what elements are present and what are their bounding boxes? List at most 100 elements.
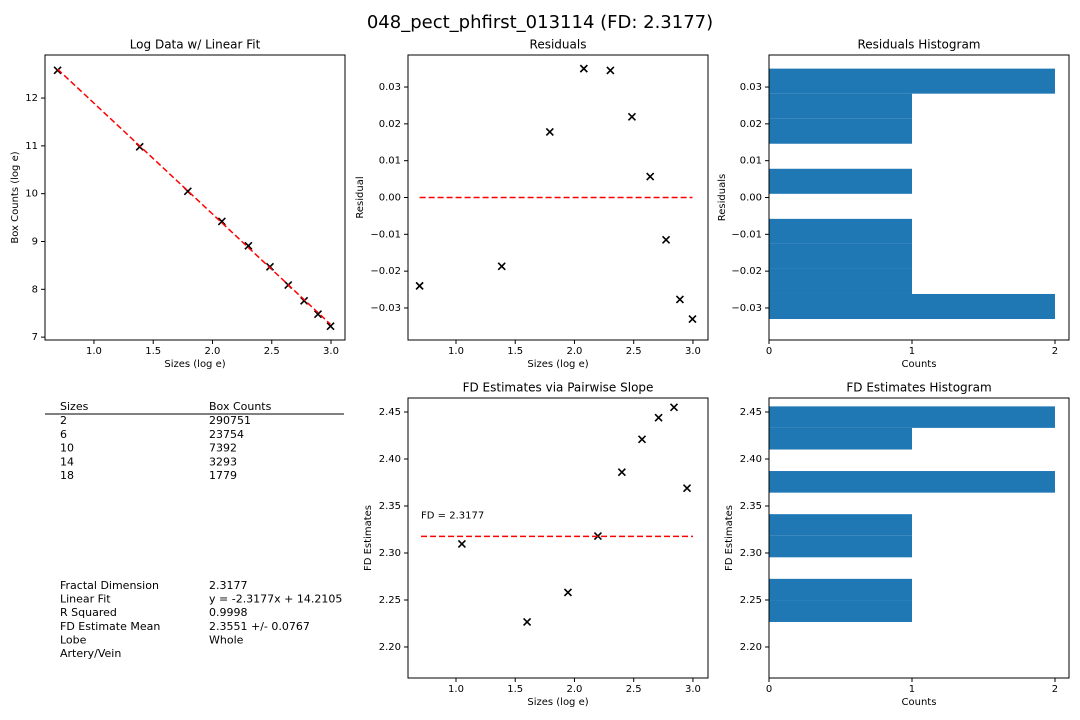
y-tick-label: 0.01 — [740, 156, 762, 167]
x-tick-label: 1.5 — [145, 346, 161, 357]
data-point — [244, 241, 253, 250]
histogram-bar — [769, 118, 912, 144]
y-tick-label: 2.45 — [740, 407, 762, 418]
x-tick-label: 3.0 — [685, 684, 701, 695]
data-point — [606, 66, 615, 75]
histogram-bar — [769, 471, 1055, 493]
histogram-bar — [769, 168, 912, 194]
y-tick-label: 0.03 — [740, 82, 762, 93]
data-point — [415, 281, 424, 290]
x-axis-label: Sizes (log e) — [164, 359, 225, 370]
axes-frame — [44, 54, 346, 341]
x-tick-label: 1 — [909, 684, 915, 695]
data-point — [217, 217, 226, 226]
histogram-bar — [769, 243, 912, 269]
y-tick-label: 2.30 — [379, 548, 401, 559]
x-tick-label: 1.0 — [86, 346, 102, 357]
data-point — [688, 314, 697, 324]
axes-frame — [768, 397, 1070, 679]
y-tick-label: 2.35 — [379, 501, 401, 512]
data-point — [646, 172, 655, 181]
data-point — [545, 127, 554, 137]
fit-line — [57, 68, 332, 325]
histogram-bar — [769, 427, 912, 450]
table-cell: 10 — [60, 442, 74, 455]
x-tick-label: 2.0 — [567, 684, 583, 695]
figure-title: 048_pect_phfirst_013114 (FD: 2.3177) — [367, 12, 713, 33]
y-tick-label: 7 — [32, 332, 38, 343]
summary-value: 2.3551 +/- 0.0767 — [209, 620, 310, 633]
y-tick-label: 2.20 — [740, 642, 762, 653]
x-tick-label: 0 — [766, 684, 772, 695]
data-point — [53, 66, 62, 75]
x-tick-label: 1.0 — [448, 684, 464, 695]
chart-title: Residuals Histogram — [858, 38, 981, 52]
y-tick-label: 0.01 — [379, 156, 401, 167]
data-point — [669, 403, 679, 412]
table-header: Box Counts — [209, 400, 272, 413]
data-point — [627, 112, 636, 121]
y-tick-label: 2.30 — [740, 548, 762, 559]
y-tick-label: 0.03 — [379, 82, 401, 93]
histogram-bar — [769, 268, 912, 294]
histogram-bar — [769, 293, 1055, 320]
y-tick-label: 11 — [25, 141, 38, 152]
summary-label: Fractal Dimension — [60, 579, 159, 592]
summary-label: Artery/Vein — [60, 647, 121, 660]
summary-label: FD Estimate Mean — [60, 620, 160, 633]
histogram-bar — [769, 218, 912, 244]
histogram-bar — [769, 93, 912, 119]
data-point — [313, 310, 323, 319]
y-axis-label: Residuals — [717, 174, 728, 221]
data-point — [457, 539, 466, 549]
y-tick-label: 0.02 — [379, 119, 401, 130]
x-tick-label: 2.5 — [626, 684, 642, 695]
y-tick-label: 2.45 — [379, 407, 401, 418]
x-axis-label: Counts — [902, 359, 937, 370]
x-tick-label: 0 — [766, 346, 772, 357]
data-point — [563, 588, 573, 597]
data-point — [654, 413, 663, 422]
y-tick-label: −0.03 — [731, 303, 762, 314]
summary-value: y = -2.3177x + 14.2105 — [209, 593, 342, 606]
axes-frame — [768, 54, 1070, 341]
y-axis-label: Box Counts (log e) — [10, 151, 21, 243]
y-tick-label: −0.02 — [731, 266, 762, 277]
table-cell: 18 — [60, 469, 74, 482]
summary-value: 0.9998 — [209, 606, 248, 619]
x-tick-label: 2 — [1052, 684, 1058, 695]
x-tick-label: 1.5 — [507, 346, 523, 357]
x-tick-label: 1 — [909, 346, 915, 357]
data-point — [617, 468, 626, 477]
summary-label: Linear Fit — [60, 593, 111, 606]
table-cell: 23754 — [209, 428, 244, 441]
summary-value: 2.3177 — [209, 579, 248, 592]
histogram-bar — [769, 535, 912, 558]
y-tick-label: −0.02 — [370, 266, 401, 277]
x-tick-label: 2.0 — [567, 346, 583, 357]
data-point — [523, 617, 532, 627]
y-tick-label: −0.01 — [731, 229, 762, 240]
x-tick-label: 2.5 — [264, 346, 280, 357]
data-point — [326, 322, 335, 331]
y-tick-label: 2.40 — [740, 454, 762, 465]
table-cell: 14 — [60, 455, 74, 468]
data-point — [682, 484, 692, 493]
x-axis-label: Sizes (log e) — [527, 697, 588, 708]
summary-label: R Squared — [60, 606, 117, 619]
data-point — [497, 262, 506, 271]
axes-frame — [407, 54, 709, 341]
summary-value: Whole — [209, 633, 244, 646]
y-tick-label: 0.00 — [379, 193, 401, 204]
table-cell: 7392 — [209, 442, 237, 455]
x-axis-label: Sizes (log e) — [527, 359, 588, 370]
y-tick-label: 2.25 — [740, 595, 762, 606]
y-tick-label: 2.40 — [379, 454, 401, 465]
y-tick-label: 10 — [25, 189, 38, 200]
x-tick-label: 3.0 — [323, 346, 339, 357]
histogram-bar — [769, 578, 912, 601]
table-cell: 3293 — [209, 455, 237, 468]
data-point — [661, 235, 671, 244]
data-point — [637, 435, 647, 444]
